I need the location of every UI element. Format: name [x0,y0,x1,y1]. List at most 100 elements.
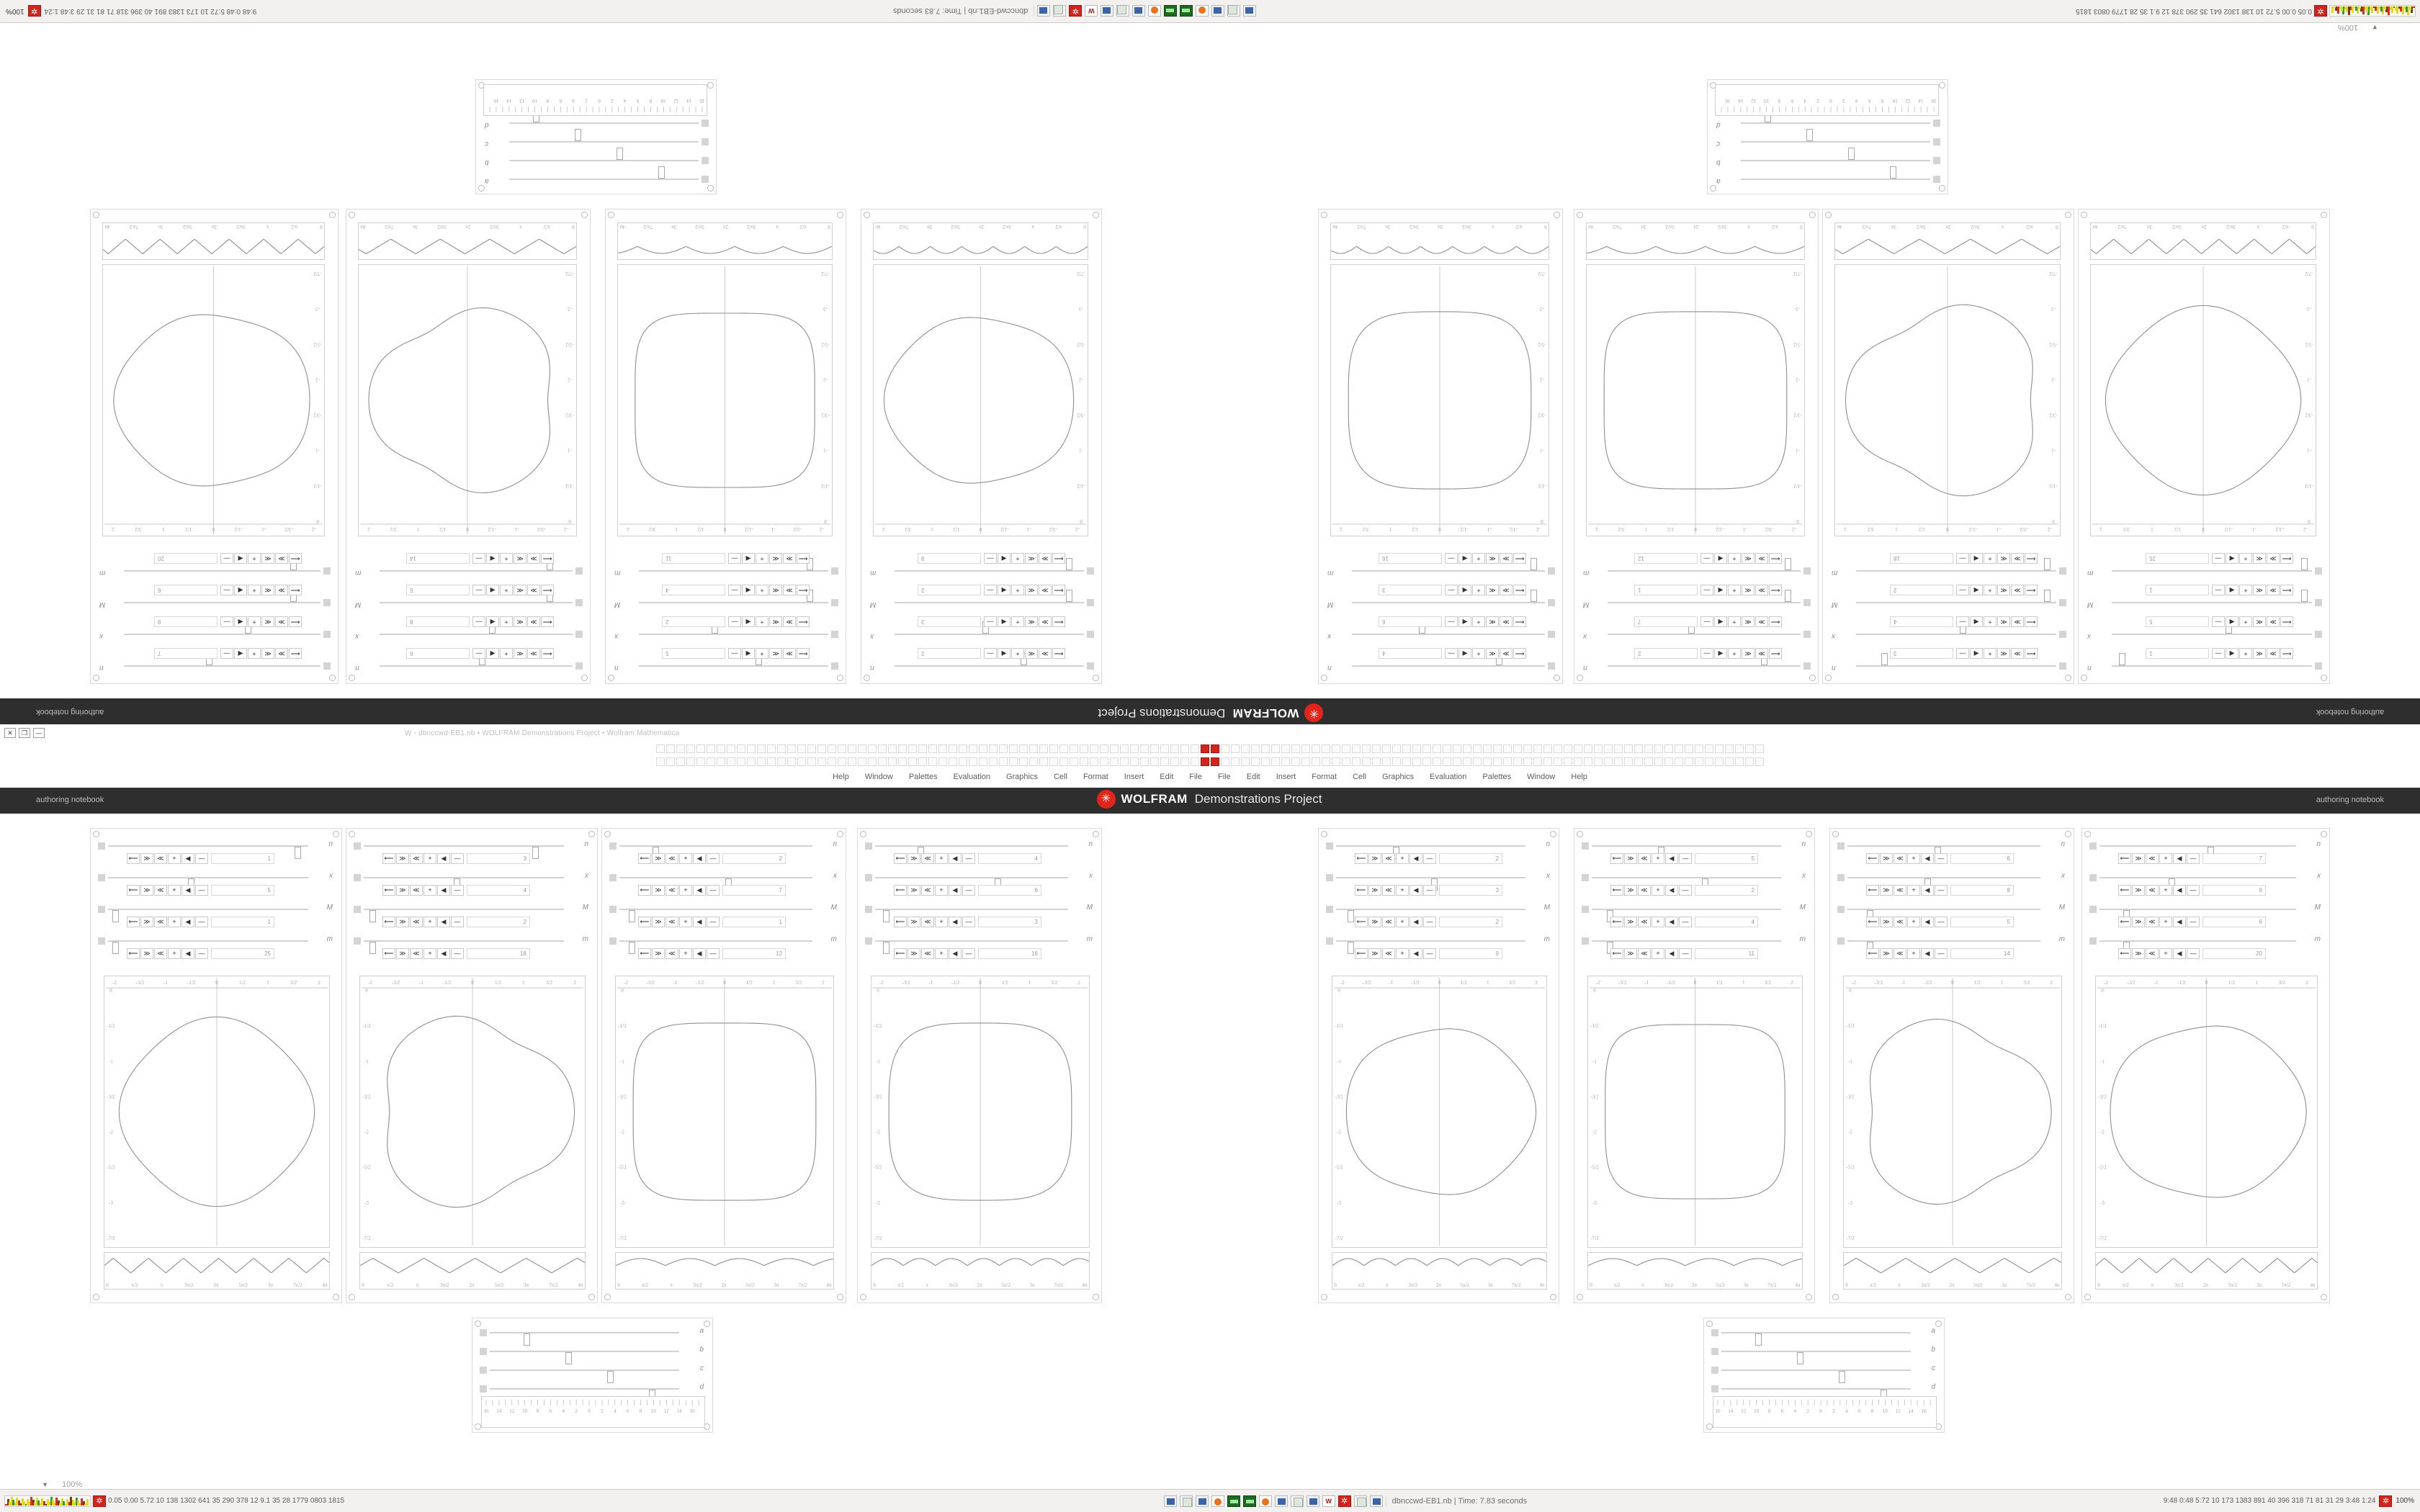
step-button[interactable]: ◀ [949,948,962,959]
toolbar-icon[interactable] [1110,744,1119,753]
panel-3[interactable]: n ⟵ ≫ ≪ + ◀ —2 x ⟵ ≫ ≪ + ◀ —7 M ⟵ ≫ ≪ + ◀ —1 m ⟵ ≫ ≪ + ◀ —12 0 π/2 π 3π… [1574,209,1819,684]
pause-button[interactable]: — [1935,948,1948,959]
pause-button[interactable]: — [1935,853,1948,864]
slider-track-x[interactable] [1608,621,1801,635]
toolbar-icon[interactable] [1433,744,1441,753]
play-button[interactable]: + [1472,585,1485,595]
notepad-icon[interactable] [1116,5,1130,17]
menu-item-edit[interactable]: Edit [1246,773,1260,781]
panel-handle-bl[interactable] [581,212,588,218]
tray-spikey-icon[interactable] [2379,1495,2393,1507]
collapse-minus-icon[interactable] [1548,662,1555,670]
rewind-button[interactable]: ≪ [514,648,526,659]
fast-forward-button[interactable]: ≫ [1039,553,1052,564]
panel-3[interactable]: n ⟵ ≫ ≪ + ◀ —2 x ⟵ ≫ ≪ + ◀ —7 M ⟵ ≫ ≪ + ◀ —1 m ⟵ ≫ ≪ + ◀ —12 0 π/2 π 3π… [601,828,846,1303]
slider-value-m[interactable]: 18 [1890,553,1953,564]
slider-track-n[interactable] [1847,845,2040,859]
rewind-button[interactable]: ≪ [2253,616,2266,627]
rewind-button[interactable]: ≪ [1742,616,1754,627]
toolbar-icon[interactable] [858,757,866,766]
rewind-button[interactable]: ≪ [261,648,274,659]
rewind-button[interactable]: ≪ [1997,553,2010,564]
panel-handle-br[interactable] [1577,212,1583,218]
reset-button[interactable]: ⟵ [894,853,907,864]
firefox-icon[interactable] [1148,5,1162,17]
slider-value-m[interactable]: 14 [1950,948,2014,959]
toolbar-icon[interactable] [767,757,776,766]
toolbar-icon[interactable] [1634,744,1643,753]
fast-forward-button[interactable]: ≫ [1500,648,1512,659]
toolbar-icon[interactable] [1322,757,1330,766]
toolbar-icon[interactable] [1554,757,1562,766]
save-disk-icon[interactable] [1195,1495,1209,1507]
slider-knob-c[interactable] [1839,1371,1846,1383]
reset-button[interactable]: ⟵ [2025,616,2038,627]
reset-button[interactable]: ⟵ [638,885,651,896]
reset-button[interactable]: ⟵ [2118,885,2131,896]
panel-7[interactable]: n ⟵ ≫ ≪ + ◀ —6 x ⟵ ≫ ≪ + ◀ —8 M ⟵ ≫ ≪ + ◀ —5 m ⟵ ≫ ≪ + ◀ —14 0 π/2 π 3π… [1829,828,2074,1303]
toolbar-icon[interactable] [727,757,735,766]
fast-forward-button[interactable]: ≫ [275,585,288,595]
menu-item-insert[interactable]: Insert [1276,773,1296,781]
slider-value-n[interactable]: 2 [918,648,981,659]
collapse-minus-icon[interactable] [480,1348,487,1355]
slider-knob-M[interactable] [112,910,119,922]
toolbar-icon[interactable] [1685,757,1693,766]
panel-handle-tr[interactable] [2321,831,2327,837]
rewind-button[interactable]: ≪ [1894,885,1906,896]
toolbar-icon[interactable] [1049,757,1058,766]
fast-forward-button[interactable]: ≫ [1624,885,1637,896]
collapse-minus-icon[interactable] [575,567,583,575]
collapse-minus-icon[interactable] [1837,874,1845,881]
step-button[interactable]: ◀ [1410,948,1422,959]
play-button[interactable]: + [1984,616,1996,627]
slider-track-b[interactable] [490,1351,679,1364]
toolbar-icon[interactable] [1221,757,1229,766]
step-button[interactable]: ◀ [2173,885,2186,896]
slider-track-m[interactable] [895,558,1084,572]
firefox-icon[interactable] [1196,5,1209,17]
slider-knob-n[interactable] [2119,653,2126,665]
toolbar-icon[interactable] [1392,744,1401,753]
collapse-minus-icon[interactable] [609,937,617,945]
toolbar-icon[interactable] [1261,744,1270,753]
collapse-minus-icon[interactable] [2315,599,2322,606]
toolbar-icon[interactable] [1059,744,1068,753]
toolbar-icon[interactable] [1039,757,1048,766]
rewind-button[interactable]: ≪ [2146,885,2159,896]
pause-button[interactable]: — [2212,585,2225,595]
notepad-icon[interactable] [1227,5,1241,17]
chevron-down-icon[interactable]: ▼ [42,1480,49,1488]
play-button[interactable]: + [1728,616,1741,627]
toolbar-icon[interactable] [1584,757,1592,766]
collapse-minus-icon[interactable] [2315,567,2322,575]
step-button[interactable]: ◀ [1410,917,1422,927]
rewind-button[interactable]: ≪ [1382,885,1395,896]
slider-value-n[interactable]: 3 [1890,648,1953,659]
toolbar-icon[interactable] [1160,744,1169,753]
play-button[interactable]: + [1396,885,1409,896]
fast-forward-button[interactable]: ≫ [396,948,409,959]
panel-handle-tl[interactable] [1554,675,1560,681]
toolbar-icon[interactable] [949,744,957,753]
slider-knob-M[interactable] [2301,590,2308,602]
slider-value-x[interactable]: 6 [1379,616,1442,627]
toolbar-icon[interactable] [1483,757,1492,766]
toolbar-icon[interactable] [1019,744,1028,753]
collapse-minus-icon[interactable] [865,906,872,913]
panel-handle-br[interactable] [333,1294,339,1300]
toolbar-icon[interactable] [717,757,725,766]
rewind-button[interactable]: ≪ [1894,948,1906,959]
step-button[interactable]: ◀ [1714,616,1727,627]
collapse-minus-icon[interactable] [575,631,583,638]
pause-button[interactable]: — [451,917,464,927]
slider-knob-M[interactable] [1784,590,1791,602]
step-button[interactable]: ◀ [234,585,247,595]
step-button[interactable]: ◀ [1714,648,1727,659]
panel-8[interactable]: n ⟵ ≫ ≪ + ◀ —7 x ⟵ ≫ ≪ + ◀ —9 M ⟵ ≫ ≪ + ◀ —6 m ⟵ ≫ ≪ + ◀ —20 0 π/2 π 3π… [2081,828,2330,1303]
toolbar-icon[interactable] [1664,744,1673,753]
reset-button[interactable]: ⟵ [1513,616,1526,627]
slider-value-m[interactable]: 12 [722,948,786,959]
step-button[interactable]: ◀ [1921,885,1934,896]
toolbar-icon[interactable] [989,757,998,766]
